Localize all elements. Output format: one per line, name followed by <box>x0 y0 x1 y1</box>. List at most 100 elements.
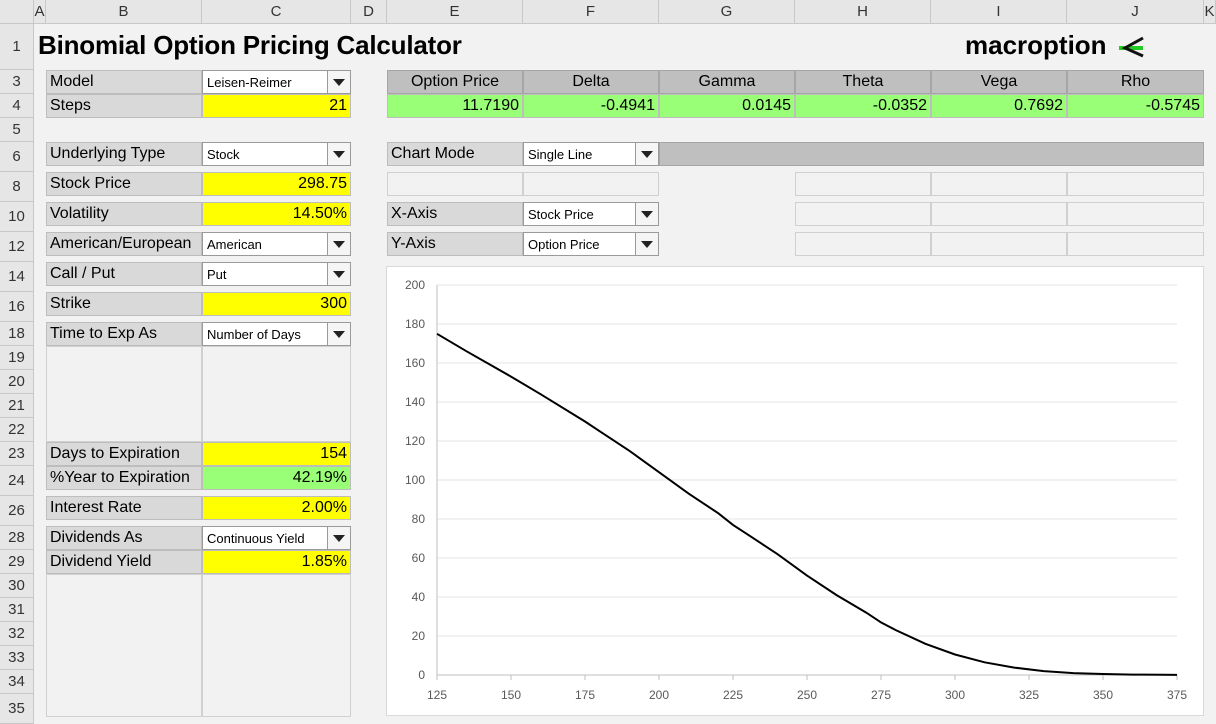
x-axis-dropdown[interactable]: Stock Price <box>523 202 659 226</box>
volatility-input[interactable]: 14.50% <box>202 202 351 226</box>
y-tick-label: 140 <box>405 395 425 409</box>
column-header-a[interactable]: A <box>34 0 46 24</box>
result-value-theta: -0.0352 <box>795 94 931 118</box>
y-axis-value: Option Price <box>528 236 600 252</box>
page-title: Binomial Option Pricing Calculator <box>38 30 462 60</box>
chart-mode-dropdown[interactable]: Single Line <box>523 142 659 166</box>
x-axis-label: X-Axis <box>387 202 523 226</box>
y-tick-label: 60 <box>412 551 426 565</box>
empty-cell-j12 <box>1067 232 1204 256</box>
row-header-21[interactable]: 21 <box>0 394 34 418</box>
row-header-28[interactable]: 28 <box>0 526 34 550</box>
row-header-20[interactable]: 20 <box>0 370 34 394</box>
american-european-dropdown[interactable]: American <box>202 232 351 256</box>
y-tick-label: 160 <box>405 356 425 370</box>
row-header-30[interactable]: 30 <box>0 574 34 598</box>
chevron-down-icon[interactable] <box>327 263 350 285</box>
row-header-32[interactable]: 32 <box>0 622 34 646</box>
steps-label: Steps <box>46 94 202 118</box>
row-header-26[interactable]: 26 <box>0 496 34 526</box>
days-to-expiration-input[interactable]: 154 <box>202 442 351 466</box>
empty-cell-h8 <box>795 172 931 196</box>
days-to-expiration-label: Days to Expiration <box>46 442 202 466</box>
option-price-chart[interactable]: 0 20 40 60 80 100 120 140 160 180 200 125 150 175 200 2… <box>386 266 1204 716</box>
interest-rate-input[interactable]: 2.00% <box>202 496 351 520</box>
row-header-12[interactable]: 12 <box>0 232 34 262</box>
row-header-6[interactable]: 6 <box>0 142 34 172</box>
model-label: Model <box>46 70 202 94</box>
dividends-as-label: Dividends As <box>46 526 202 550</box>
row-header-34[interactable]: 34 <box>0 670 34 694</box>
american-european-label: American/European <box>46 232 202 256</box>
column-header-d[interactable]: D <box>351 0 387 24</box>
steps-input[interactable]: 21 <box>202 94 351 118</box>
row-header-19[interactable]: 19 <box>0 346 34 370</box>
y-axis-dropdown[interactable]: Option Price <box>523 232 659 256</box>
result-value-vega: 0.7692 <box>931 94 1067 118</box>
row-header-29[interactable]: 29 <box>0 550 34 574</box>
empty-cell-i12 <box>931 232 1067 256</box>
call-put-dropdown[interactable]: Put <box>202 262 351 286</box>
row-header-23[interactable]: 23 <box>0 442 34 466</box>
row-header-14[interactable]: 14 <box>0 262 34 292</box>
x-tick-label: 225 <box>723 688 743 702</box>
chevron-down-icon[interactable] <box>327 323 350 345</box>
row-header-18[interactable]: 18 <box>0 322 34 346</box>
row-header-5[interactable]: 5 <box>0 118 34 142</box>
chart-svg: 0 20 40 60 80 100 120 140 160 180 200 125 150 175 200 2… <box>405 278 1187 702</box>
column-header-e[interactable]: E <box>387 0 523 24</box>
column-header-k[interactable]: K <box>1204 0 1216 24</box>
row-header-33[interactable]: 33 <box>0 646 34 670</box>
dividend-yield-label: Dividend Yield <box>46 550 202 574</box>
dividends-as-value: Continuous Yield <box>207 530 305 546</box>
strike-input[interactable]: 300 <box>202 292 351 316</box>
y-axis-label: Y-Axis <box>387 232 523 256</box>
result-header-vega: Vega <box>931 70 1067 94</box>
y-tick-label: 40 <box>412 590 426 604</box>
x-tick-label: 200 <box>649 688 669 702</box>
x-tick-label: 300 <box>945 688 965 702</box>
empty-cell-j10 <box>1067 202 1204 226</box>
empty-cell-i8 <box>931 172 1067 196</box>
time-to-exp-as-label: Time to Exp As <box>46 322 202 346</box>
column-header-f[interactable]: F <box>523 0 659 24</box>
stock-price-input[interactable]: 298.75 <box>202 172 351 196</box>
row-header-1[interactable]: 1 <box>0 24 34 70</box>
underlying-type-dropdown[interactable]: Stock <box>202 142 351 166</box>
chevron-down-icon[interactable] <box>327 71 350 93</box>
row-header-3[interactable]: 3 <box>0 70 34 94</box>
column-header-h[interactable]: H <box>795 0 931 24</box>
column-header-g[interactable]: G <box>659 0 795 24</box>
chevron-down-icon[interactable] <box>327 233 350 255</box>
volatility-label: Volatility <box>46 202 202 226</box>
row-header-24[interactable]: 24 <box>0 466 34 496</box>
column-header-i[interactable]: I <box>931 0 1067 24</box>
time-to-exp-as-value: Number of Days <box>207 326 301 342</box>
chevron-down-icon[interactable] <box>635 203 658 225</box>
model-dropdown[interactable]: Leisen-Reimer <box>202 70 351 94</box>
row-header-4[interactable]: 4 <box>0 94 34 118</box>
chevron-down-icon[interactable] <box>327 143 350 165</box>
column-header-j[interactable]: J <box>1067 0 1204 24</box>
select-all-corner[interactable] <box>0 0 34 24</box>
x-tick-label: 350 <box>1093 688 1113 702</box>
row-header-10[interactable]: 10 <box>0 202 34 232</box>
interest-rate-label: Interest Rate <box>46 496 202 520</box>
chevron-down-icon[interactable] <box>327 527 350 549</box>
row-header-35[interactable]: 35 <box>0 694 34 724</box>
dividends-as-dropdown[interactable]: Continuous Yield <box>202 526 351 550</box>
time-to-exp-as-dropdown[interactable]: Number of Days <box>202 322 351 346</box>
row-header-16[interactable]: 16 <box>0 292 34 322</box>
row-header-22[interactable]: 22 <box>0 418 34 442</box>
column-header-c[interactable]: C <box>202 0 351 24</box>
dividend-yield-input[interactable]: 1.85% <box>202 550 351 574</box>
empty-cells-b19-b22 <box>46 346 202 442</box>
column-header-b[interactable]: B <box>46 0 202 24</box>
chevron-down-icon[interactable] <box>635 233 658 255</box>
chevron-down-icon[interactable] <box>635 143 658 165</box>
empty-cell-h10 <box>795 202 931 226</box>
row-header-8[interactable]: 8 <box>0 172 34 202</box>
row-header-31[interactable]: 31 <box>0 598 34 622</box>
empty-cell-h12 <box>795 232 931 256</box>
y-tick-label: 100 <box>405 473 425 487</box>
